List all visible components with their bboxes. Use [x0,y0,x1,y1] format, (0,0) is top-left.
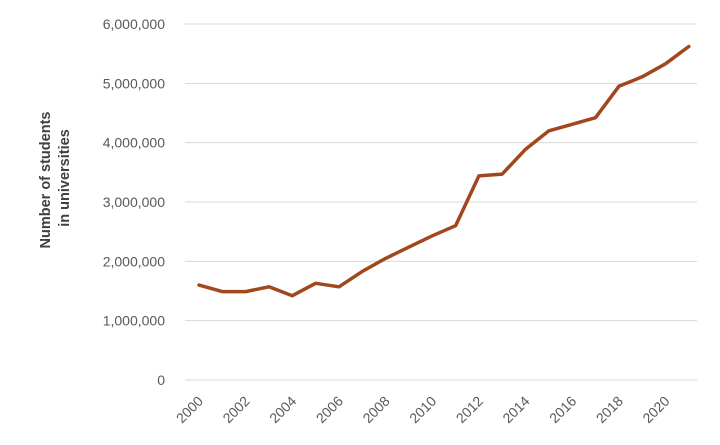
y-tick-label: 2,000,000 [103,253,165,269]
x-tick-label: 2008 [359,393,392,426]
y-tick-label: 3,000,000 [103,194,165,210]
y-tick-label: 6,000,000 [103,16,165,32]
y-tick-label: 5,000,000 [103,75,165,91]
y-axis-ticks: 0 1,000,000 2,000,000 3,000,000 4,000,000 5,0… [103,16,166,388]
x-tick-label: 2004 [266,393,299,426]
series-group [197,44,691,298]
x-tick-label: 2010 [406,393,439,426]
y-axis-title: Number of students in universities [38,108,73,249]
y-tick-label: 1,000,000 [103,313,165,329]
series-line [197,44,691,298]
y-axis-title-line-2: in universities [57,129,73,227]
x-tick-label: 2016 [546,393,579,426]
x-tick-label: 2020 [639,393,672,426]
x-tick-label: 2000 [173,393,206,426]
x-tick-label: 2006 [313,393,346,426]
x-axis-ticks: 2000 2002 2004 2006 2008 2010 2012 2014 2016 2018… [173,393,673,426]
x-tick-label: 2002 [219,393,252,426]
gridlines [185,23,697,381]
y-axis-title-line-1: Number of students [38,112,54,249]
y-tick-label: 4,000,000 [103,135,165,151]
x-tick-label: 2018 [593,393,626,426]
y-tick-label: 0 [157,372,165,388]
x-tick-label: 2014 [499,393,532,426]
x-tick-label: 2012 [453,393,486,426]
